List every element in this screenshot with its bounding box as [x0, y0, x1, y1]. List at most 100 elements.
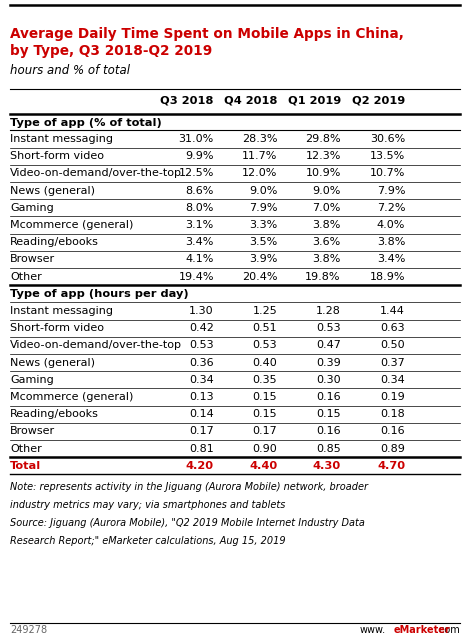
- Text: eMarketer: eMarketer: [393, 625, 450, 636]
- Text: 30.6%: 30.6%: [370, 134, 405, 144]
- Text: Q2 2019: Q2 2019: [352, 96, 405, 106]
- Text: 0.15: 0.15: [316, 409, 341, 419]
- Text: Average Daily Time Spent on Mobile Apps in China,
by Type, Q3 2018-Q2 2019: Average Daily Time Spent on Mobile Apps …: [10, 27, 404, 58]
- Text: 19.4%: 19.4%: [178, 272, 214, 282]
- Text: 18.9%: 18.9%: [369, 272, 405, 282]
- Text: Mcommerce (general): Mcommerce (general): [10, 220, 134, 230]
- Text: 0.40: 0.40: [252, 358, 277, 368]
- Text: 3.8%: 3.8%: [313, 254, 341, 265]
- Text: 20.4%: 20.4%: [242, 272, 277, 282]
- Text: 0.63: 0.63: [381, 323, 405, 333]
- Text: 0.35: 0.35: [253, 375, 277, 385]
- Text: 3.5%: 3.5%: [249, 237, 277, 247]
- Text: 0.34: 0.34: [380, 375, 405, 385]
- Text: Gaming: Gaming: [10, 203, 54, 213]
- Text: Type of app (% of total): Type of app (% of total): [10, 117, 162, 128]
- Text: 4.0%: 4.0%: [377, 220, 405, 230]
- Text: www.: www.: [359, 625, 385, 636]
- Text: 8.0%: 8.0%: [186, 203, 214, 213]
- Text: Reading/ebooks: Reading/ebooks: [10, 237, 99, 247]
- Text: Video-on-demand/over-the-top: Video-on-demand/over-the-top: [10, 340, 182, 351]
- Text: 12.0%: 12.0%: [242, 168, 277, 178]
- Text: 0.37: 0.37: [380, 358, 405, 368]
- Text: 1.30: 1.30: [189, 306, 214, 316]
- Text: 0.47: 0.47: [316, 340, 341, 351]
- Text: 0.81: 0.81: [189, 444, 214, 454]
- Text: Video-on-demand/over-the-top: Video-on-demand/over-the-top: [10, 168, 182, 178]
- Text: .com: .com: [436, 625, 460, 636]
- Text: 4.70: 4.70: [377, 461, 405, 471]
- Text: 31.0%: 31.0%: [179, 134, 214, 144]
- Text: 4.1%: 4.1%: [186, 254, 214, 265]
- Text: 0.13: 0.13: [189, 392, 214, 402]
- Text: 0.17: 0.17: [252, 426, 277, 437]
- Text: 9.0%: 9.0%: [313, 186, 341, 196]
- Text: 249278: 249278: [10, 625, 47, 636]
- Text: Total: Total: [10, 461, 41, 471]
- Text: Research Report;" eMarketer calculations, Aug 15, 2019: Research Report;" eMarketer calculations…: [10, 536, 286, 546]
- Text: 13.5%: 13.5%: [370, 151, 405, 161]
- Text: 3.9%: 3.9%: [249, 254, 277, 265]
- Text: 19.8%: 19.8%: [305, 272, 341, 282]
- Text: 7.9%: 7.9%: [249, 203, 277, 213]
- Text: 7.2%: 7.2%: [376, 203, 405, 213]
- Text: Note: represents activity in the Jiguang (Aurora Mobile) network, broader: Note: represents activity in the Jiguang…: [10, 482, 368, 492]
- Text: 7.9%: 7.9%: [376, 186, 405, 196]
- Text: 4.40: 4.40: [249, 461, 277, 471]
- Text: 10.7%: 10.7%: [370, 168, 405, 178]
- Text: Q4 2018: Q4 2018: [224, 96, 277, 106]
- Text: Browser: Browser: [10, 426, 55, 437]
- Text: 3.3%: 3.3%: [249, 220, 277, 230]
- Text: hours and % of total: hours and % of total: [10, 64, 130, 77]
- Text: 8.6%: 8.6%: [186, 186, 214, 196]
- Text: 0.30: 0.30: [316, 375, 341, 385]
- Text: industry metrics may vary; via smartphones and tablets: industry metrics may vary; via smartphon…: [10, 500, 286, 510]
- Text: 0.19: 0.19: [380, 392, 405, 402]
- Text: 0.85: 0.85: [316, 444, 341, 454]
- Text: 0.36: 0.36: [189, 358, 214, 368]
- Text: 0.42: 0.42: [189, 323, 214, 333]
- Text: Other: Other: [10, 444, 42, 454]
- Text: 0.50: 0.50: [381, 340, 405, 351]
- Text: 0.18: 0.18: [380, 409, 405, 419]
- Text: 28.3%: 28.3%: [242, 134, 277, 144]
- Text: 0.17: 0.17: [189, 426, 214, 437]
- Text: 3.1%: 3.1%: [186, 220, 214, 230]
- Text: 3.8%: 3.8%: [377, 237, 405, 247]
- Text: 7.0%: 7.0%: [313, 203, 341, 213]
- Text: Short-form video: Short-form video: [10, 151, 104, 161]
- Text: Source: Jiguang (Aurora Mobile), "Q2 2019 Mobile Internet Industry Data: Source: Jiguang (Aurora Mobile), "Q2 201…: [10, 518, 365, 528]
- Text: Reading/ebooks: Reading/ebooks: [10, 409, 99, 419]
- Text: 3.4%: 3.4%: [377, 254, 405, 265]
- Text: 3.6%: 3.6%: [313, 237, 341, 247]
- Text: 12.3%: 12.3%: [306, 151, 341, 161]
- Text: Gaming: Gaming: [10, 375, 54, 385]
- Text: 0.53: 0.53: [316, 323, 341, 333]
- Text: 0.14: 0.14: [189, 409, 214, 419]
- Text: Q1 2019: Q1 2019: [288, 96, 341, 106]
- Text: Browser: Browser: [10, 254, 55, 265]
- Text: 4.20: 4.20: [186, 461, 214, 471]
- Text: Instant messaging: Instant messaging: [10, 306, 113, 316]
- Text: Other: Other: [10, 272, 42, 282]
- Text: 3.4%: 3.4%: [186, 237, 214, 247]
- Text: Short-form video: Short-form video: [10, 323, 104, 333]
- Text: 0.53: 0.53: [253, 340, 277, 351]
- Text: 1.44: 1.44: [380, 306, 405, 316]
- Text: 0.89: 0.89: [380, 444, 405, 454]
- Text: 29.8%: 29.8%: [305, 134, 341, 144]
- Text: 0.34: 0.34: [189, 375, 214, 385]
- Text: 0.90: 0.90: [252, 444, 277, 454]
- Text: 0.51: 0.51: [253, 323, 277, 333]
- Text: News (general): News (general): [10, 358, 95, 368]
- Text: News (general): News (general): [10, 186, 95, 196]
- Text: 0.39: 0.39: [316, 358, 341, 368]
- Text: Q3 2018: Q3 2018: [160, 96, 214, 106]
- Text: Type of app (hours per day): Type of app (hours per day): [10, 289, 189, 299]
- Text: 10.9%: 10.9%: [306, 168, 341, 178]
- Text: 0.15: 0.15: [253, 409, 277, 419]
- Text: Instant messaging: Instant messaging: [10, 134, 113, 144]
- Text: 0.16: 0.16: [316, 426, 341, 437]
- Text: 1.28: 1.28: [316, 306, 341, 316]
- Text: 1.25: 1.25: [252, 306, 277, 316]
